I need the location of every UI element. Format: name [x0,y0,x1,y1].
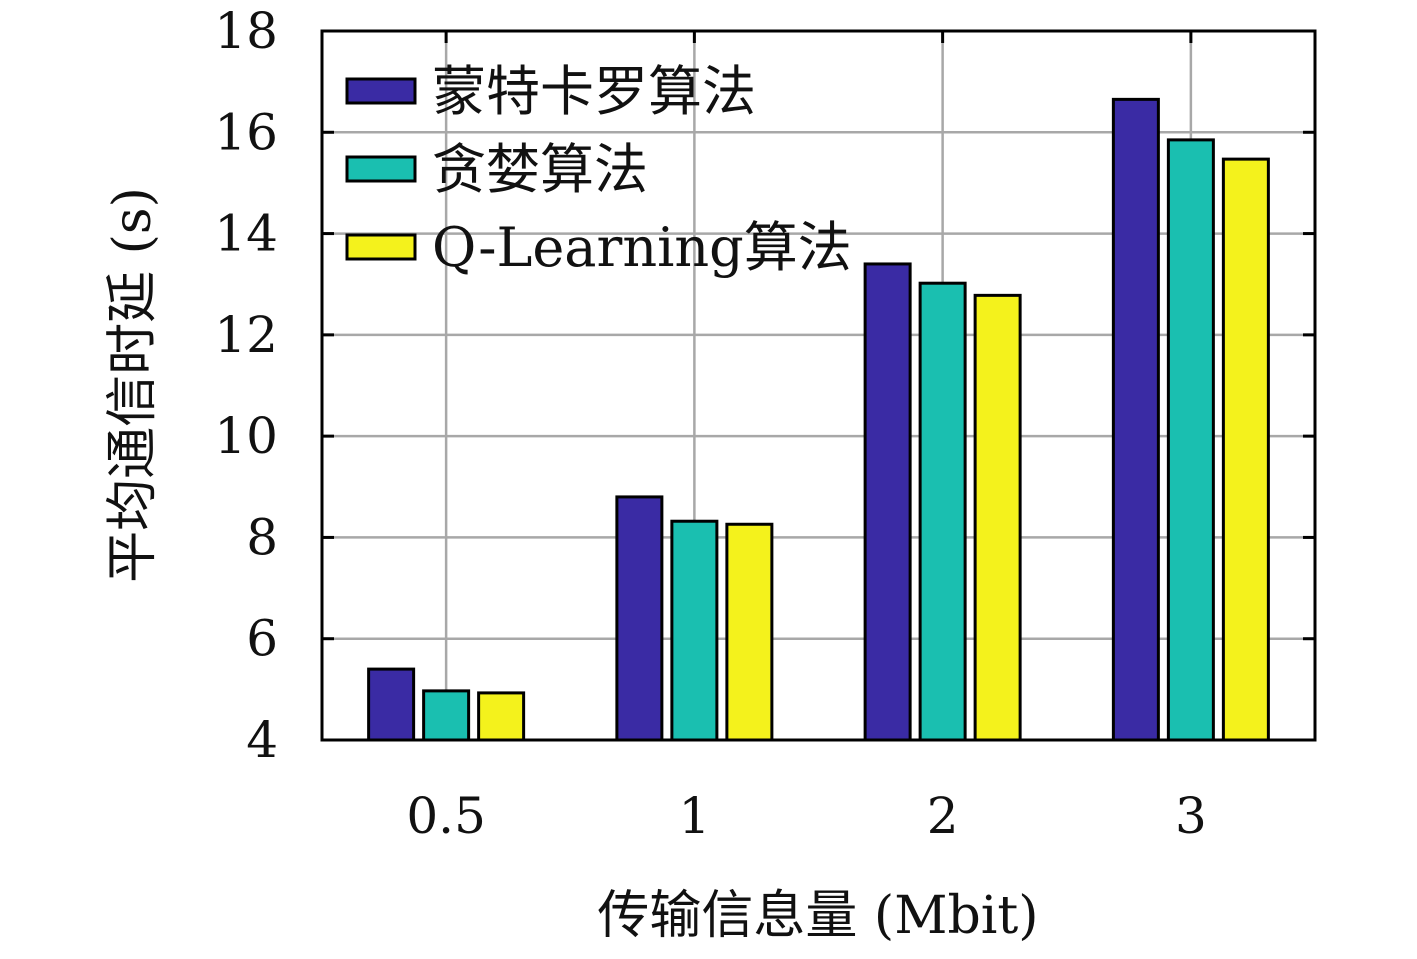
legend-label: 蒙特卡罗算法 [432,60,756,123]
x-tick-label: 2 [927,787,959,845]
x-tick-labels: 0.5 1 2 3 [406,787,1206,845]
legend-swatch [345,233,417,261]
x-tick-label: 0.5 [406,787,486,845]
bar [973,293,1022,742]
bar [367,667,416,742]
x-axis-title: 传输信息量 (Mbit) [597,886,1038,946]
x-tick-label: 1 [678,787,710,845]
y-tick-label: 18 [214,2,278,60]
y-tick-label: 16 [214,103,278,161]
legend-label: Q-Learning算法 [432,216,852,279]
y-tick-label: 14 [214,205,278,263]
bar [477,691,526,742]
bar [1111,97,1160,742]
bar [725,522,774,742]
legend-swatch [345,155,417,183]
y-tick-label: 12 [214,306,278,364]
y-tick-label: 6 [246,610,278,668]
legend-swatch [345,77,417,105]
bar [1166,138,1215,742]
bar [918,281,967,742]
y-tick-labels: 4 6 8 10 12 14 16 18 [214,2,278,769]
bar [615,495,664,742]
plot-frame [320,29,1317,742]
y-tick-label: 4 [246,711,278,769]
bar [670,519,719,742]
tick-marks [322,29,1315,742]
bar [422,689,471,742]
bar [863,262,912,742]
bar [1221,157,1270,742]
y-axis-title: 平均通信时延 (s) [103,187,163,583]
y-tick-label: 8 [246,508,278,566]
legend-label: 贪婪算法 [432,138,648,201]
y-tick-label: 10 [214,407,278,465]
x-tick-label: 3 [1175,787,1207,845]
